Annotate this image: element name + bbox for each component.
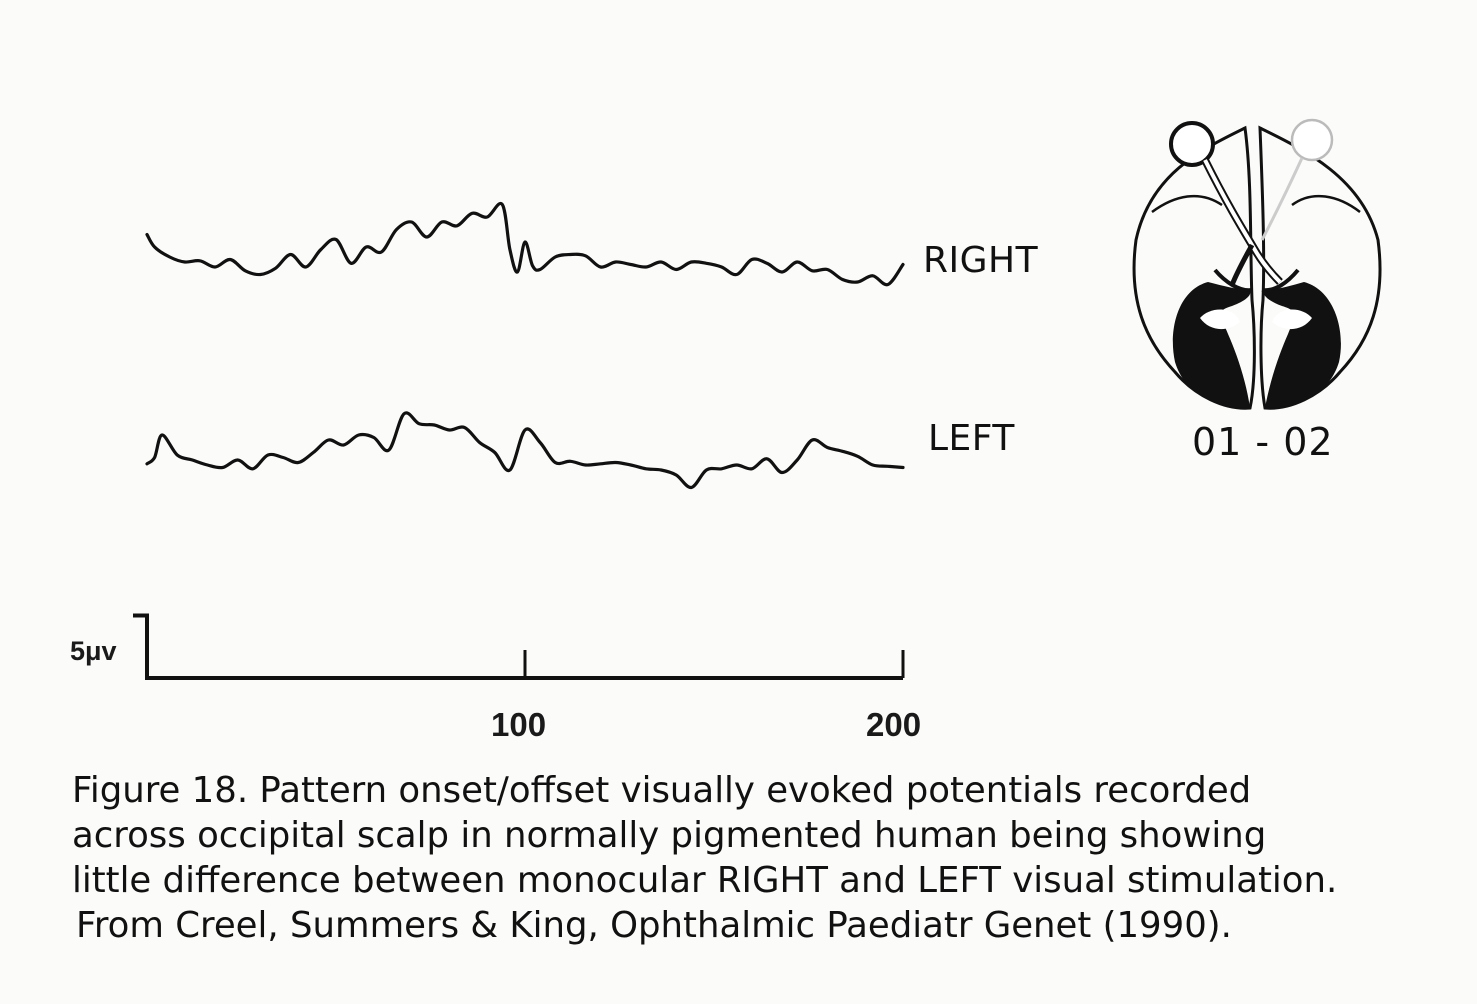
trace-label-left: LEFT [928,418,1015,459]
amplitude-scale-label: 5μv [70,636,117,666]
traces-group [145,201,905,490]
vep-figure: RIGHT LEFT 01 - 02 5μv 100 200 [70,118,1382,743]
x-tick-label-200: 200 [866,706,922,743]
electrode-label: 01 - 02 [1192,420,1334,464]
trace-label-right: RIGHT [923,240,1039,281]
right-eye-stimulated [1169,121,1215,167]
figure-caption: Figure 18. Pattern onset/offset visually… [72,768,1462,948]
caption-line: across occipital scalp in normally pigme… [72,815,1267,856]
time-scale-axis [133,613,905,680]
left-eye [1290,118,1334,162]
caption-source: From Creel, Summers & King, Ophthalmic P… [76,905,1232,946]
left-optic-radiation [1172,282,1251,408]
x-tick-label-100: 100 [491,706,547,743]
trace-line-left [145,411,905,490]
right-optic-radiation [1263,282,1341,408]
trace-line-right [145,201,905,287]
scale-bar-and-time-axis [133,613,903,680]
caption-line: little difference between monocular RIGH… [72,860,1338,901]
caption-line: Figure 18. Pattern onset/offset visually… [72,770,1252,811]
visual-pathway-brain-illustration [1132,118,1382,410]
vep-traces-chart [133,118,1382,680]
